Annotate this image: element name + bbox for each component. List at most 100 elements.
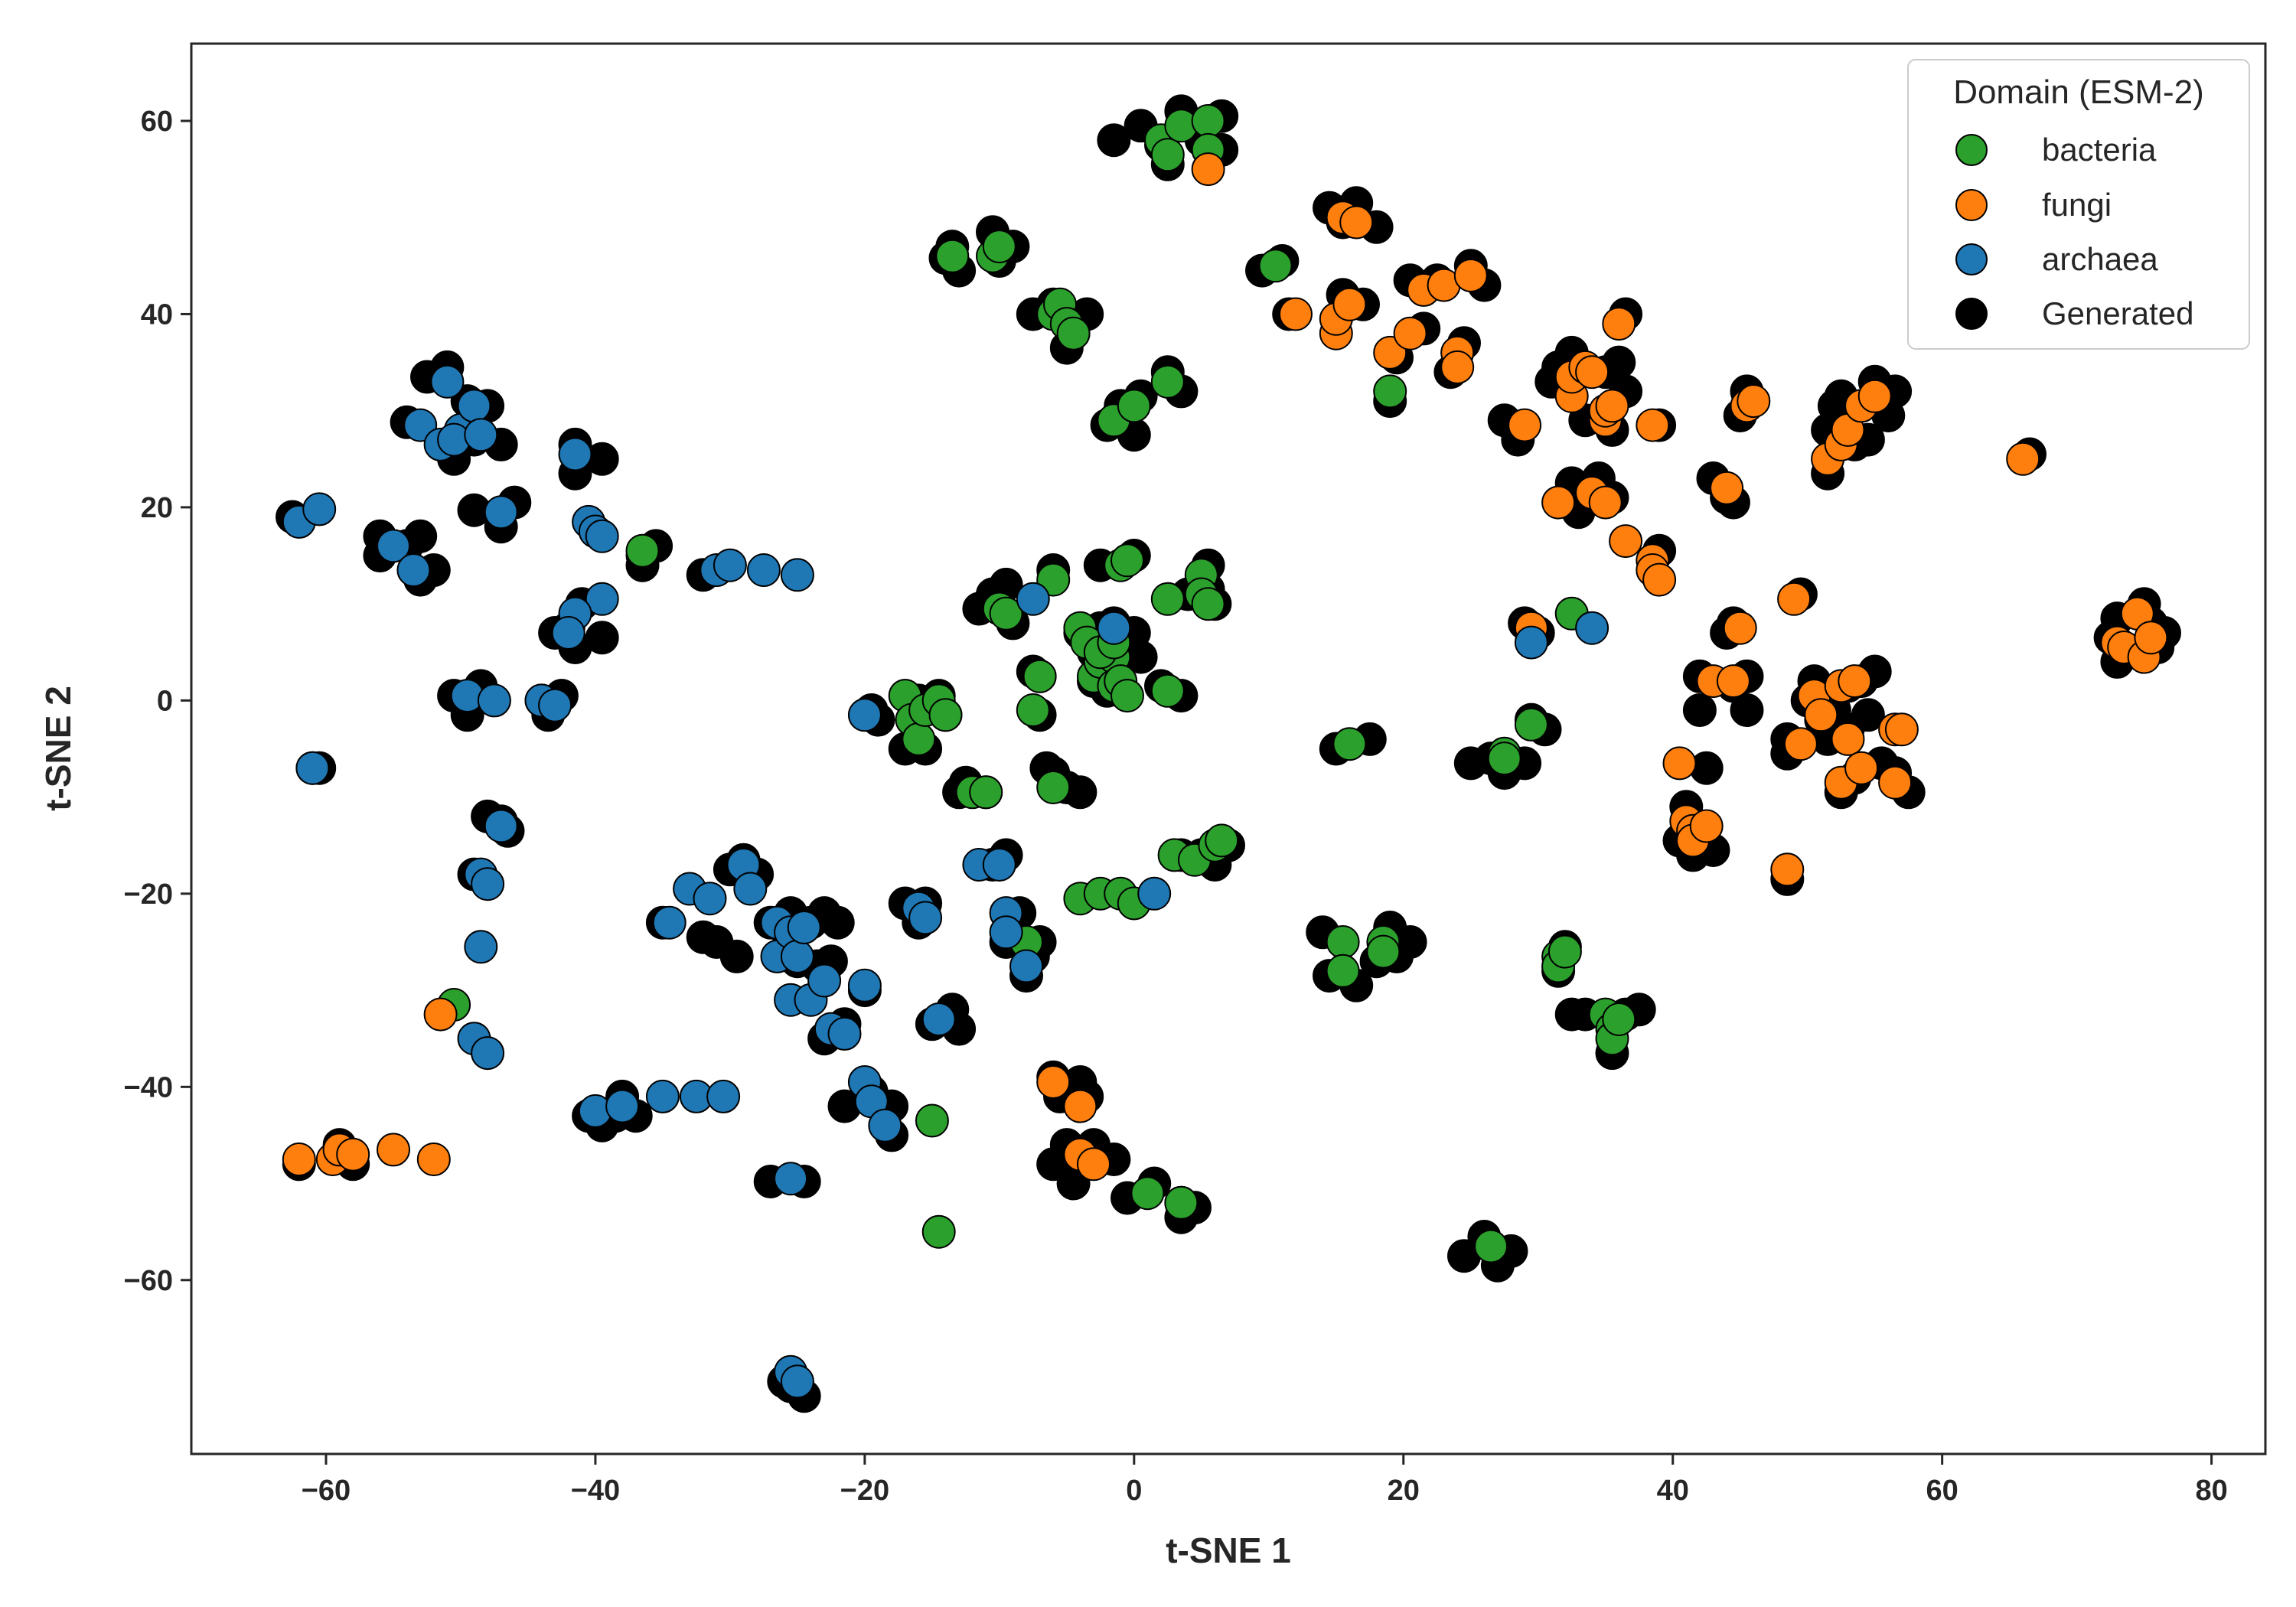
point-fungi — [1453, 259, 1488, 292]
point-bacteria — [1474, 1229, 1508, 1263]
point-archaea — [1009, 949, 1043, 983]
point-generated — [1851, 698, 1885, 732]
point-archaea — [464, 930, 498, 964]
point-fungi — [1609, 524, 1643, 559]
point-fungi — [282, 1143, 316, 1176]
point-fungi — [336, 1137, 370, 1172]
point-archaea — [989, 915, 1023, 950]
legend-marker-bacteria — [1955, 134, 1988, 166]
point-archaea — [706, 1079, 741, 1113]
point-archaea — [585, 582, 619, 616]
point-archaea — [471, 867, 505, 901]
point-fungi — [1508, 408, 1542, 442]
point-fungi — [1036, 1065, 1071, 1099]
point-bacteria — [1258, 249, 1293, 283]
point-bacteria — [989, 596, 1023, 631]
point-fungi — [377, 1133, 410, 1167]
point-archaea — [464, 418, 498, 452]
point-archaea — [558, 437, 592, 471]
point-generated — [1453, 746, 1488, 781]
point-bacteria — [1191, 104, 1225, 138]
point-generated — [1682, 693, 1717, 727]
x-tick-label: −60 — [302, 1475, 351, 1507]
point-archaea — [982, 848, 1016, 882]
point-generated — [719, 939, 754, 973]
point-bacteria — [1150, 138, 1185, 172]
point-fungi — [1844, 751, 1879, 785]
x-tick-label: −40 — [571, 1475, 620, 1507]
x-axis-label: t-SNE 1 — [1166, 1530, 1291, 1570]
point-archaea — [377, 529, 410, 563]
x-tick-label: 60 — [1926, 1475, 1958, 1507]
point-archaea — [605, 1089, 640, 1123]
legend-label-fungi: fungi — [2042, 187, 2112, 223]
point-archaea — [787, 911, 821, 944]
x-tick-label: 80 — [2195, 1475, 2227, 1507]
points-layer — [276, 94, 2181, 1413]
point-fungi — [1063, 1089, 1097, 1123]
legend-label-archaea: archaea — [2042, 241, 2158, 277]
point-fungi — [1440, 350, 1475, 384]
x-tick-label: 20 — [1388, 1475, 1420, 1507]
point-fungi — [1777, 582, 1812, 616]
point-fungi — [1191, 152, 1225, 187]
point-bacteria — [915, 1103, 949, 1138]
point-bacteria — [625, 533, 660, 568]
point-fungi — [1831, 722, 1865, 756]
point-bacteria — [1056, 316, 1091, 350]
point-fungi — [1857, 379, 1892, 413]
x-tick-label: 0 — [1126, 1475, 1142, 1507]
point-bacteria — [1548, 934, 1582, 969]
point-archaea — [1514, 625, 1548, 660]
point-fungi — [1595, 389, 1629, 423]
point-archaea — [1137, 876, 1172, 911]
legend-title: Domain (ESM-2) — [1953, 73, 2204, 111]
point-archaea — [908, 901, 943, 935]
point-bacteria — [1016, 693, 1050, 727]
point-archaea — [713, 548, 747, 582]
point-bacteria — [1110, 543, 1144, 578]
point-archaea — [585, 519, 619, 553]
y-tick-label: −40 — [124, 1071, 173, 1103]
point-fungi — [1783, 727, 1818, 761]
point-fungi — [1878, 765, 1913, 800]
point-fungi — [1332, 287, 1367, 321]
y-tick-label: 0 — [157, 685, 173, 717]
point-bacteria — [1110, 679, 1144, 713]
point-bacteria — [928, 698, 963, 732]
point-archaea — [780, 1364, 814, 1399]
point-generated — [820, 905, 855, 940]
series-archaea — [282, 364, 1609, 1399]
plot-frame — [190, 42, 2267, 1455]
point-bacteria — [1326, 925, 1360, 959]
point-fungi — [1279, 297, 1313, 331]
point-bacteria — [1117, 389, 1151, 423]
point-fungi — [1770, 852, 1805, 887]
point-archaea — [746, 553, 781, 587]
point-generated — [1097, 123, 1131, 158]
point-fungi — [1575, 355, 1609, 390]
legend: Domain (ESM-2) bacteria fungi archaea Ge… — [1907, 59, 2250, 350]
y-tick-label: 60 — [141, 106, 173, 138]
point-archaea — [538, 688, 572, 722]
point-archaea — [1097, 611, 1131, 645]
legend-label-bacteria: bacteria — [2042, 132, 2157, 168]
point-fungi — [1716, 664, 1750, 699]
point-fungi — [416, 1143, 451, 1176]
point-archaea — [477, 683, 511, 718]
point-fungi — [2006, 442, 2040, 476]
point-archaea — [733, 872, 768, 906]
point-bacteria — [1150, 364, 1185, 399]
point-archaea — [430, 364, 465, 399]
point-archaea — [847, 968, 882, 1002]
point-fungi — [1884, 712, 1919, 747]
point-bacteria — [1022, 659, 1057, 693]
point-archaea — [484, 495, 518, 530]
legend-marker-generated — [1955, 298, 1988, 330]
point-generated — [1730, 693, 1764, 727]
point-fungi — [1541, 485, 1576, 520]
point-bacteria — [969, 775, 1003, 810]
point-archaea — [551, 616, 585, 650]
point-archaea — [295, 751, 330, 785]
